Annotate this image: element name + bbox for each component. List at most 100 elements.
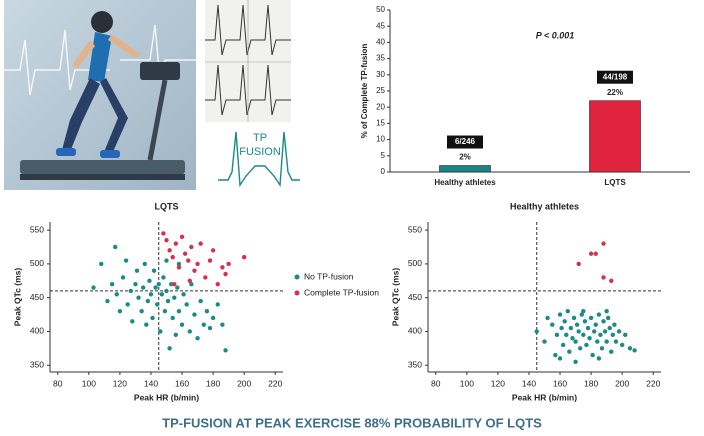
point: [578, 346, 583, 351]
point: [592, 329, 597, 334]
point: [133, 281, 138, 287]
point: [148, 292, 154, 297]
point: [226, 261, 231, 267]
value-label: 2%: [459, 153, 471, 162]
point: [588, 251, 594, 256]
point: [568, 325, 574, 331]
y-tick-label: 40: [376, 38, 385, 47]
y-tick-label: 500: [408, 258, 422, 268]
illustration-label: FUSION: [239, 146, 281, 158]
point: [605, 315, 611, 321]
point: [241, 254, 247, 260]
point: [176, 261, 182, 267]
count-label-box: [597, 70, 633, 84]
point: [120, 275, 126, 280]
x-tick-label: 160: [175, 378, 189, 388]
point: [616, 329, 622, 334]
point: [550, 322, 555, 327]
x-tick-label: 140: [144, 378, 158, 388]
point: [176, 265, 182, 270]
y-axis-label: Peak QTc (ms): [12, 268, 22, 327]
point: [559, 325, 564, 331]
point: [175, 285, 180, 290]
point: [576, 329, 581, 334]
point: [156, 281, 161, 287]
point: [167, 346, 172, 351]
x-tick-label: 200: [237, 378, 251, 388]
point: [223, 271, 228, 277]
x-tick-label: LQTS: [604, 178, 626, 187]
point: [161, 231, 166, 236]
point: [154, 302, 160, 307]
y-tick-label: 400: [30, 326, 44, 336]
point: [596, 312, 602, 317]
point: [117, 308, 123, 314]
y-axis-label: Peak QTc (ms): [390, 268, 400, 327]
point: [560, 342, 566, 348]
point: [601, 275, 606, 280]
point: [99, 261, 104, 267]
point: [147, 278, 152, 283]
count-label-box: [447, 135, 483, 149]
point: [609, 278, 614, 283]
point: [593, 322, 598, 327]
point: [557, 312, 563, 317]
annotation: P < 0.001: [536, 30, 574, 40]
point: [570, 336, 575, 341]
point: [203, 275, 208, 280]
point: [164, 288, 169, 294]
y-tick-label: 500: [30, 258, 44, 268]
point: [114, 292, 119, 297]
x-tick-label: 220: [646, 378, 660, 388]
x-tick-label: 100: [82, 378, 96, 388]
point: [187, 329, 192, 334]
point: [125, 302, 130, 307]
point: [136, 295, 141, 300]
legend-marker: [294, 290, 300, 296]
point: [170, 315, 175, 321]
point: [607, 325, 612, 331]
x-axis-label: Peak HR (b/min): [134, 392, 199, 402]
point: [123, 258, 129, 263]
point: [145, 298, 151, 304]
point: [534, 329, 539, 334]
chart-title: Healthy athletes: [510, 201, 579, 211]
point: [554, 332, 560, 338]
point: [571, 315, 577, 321]
y-tick-label: 350: [408, 359, 422, 369]
point: [220, 322, 225, 327]
x-tick-label: 200: [615, 378, 629, 388]
point: [602, 329, 608, 334]
point: [585, 325, 591, 331]
illustration-label: TP: [253, 132, 267, 144]
point: [565, 308, 570, 314]
point: [173, 332, 179, 338]
point: [181, 292, 186, 297]
point: [573, 359, 578, 365]
point: [599, 346, 605, 351]
point: [574, 322, 580, 327]
point: [151, 268, 157, 273]
bar: [589, 100, 641, 173]
count-label: 44/198: [603, 72, 628, 81]
point: [184, 302, 189, 307]
point: [207, 258, 213, 263]
x-tick-label: 120: [113, 378, 127, 388]
point: [179, 322, 185, 327]
point: [604, 339, 609, 344]
point: [579, 312, 584, 317]
point: [609, 349, 614, 354]
point: [201, 322, 206, 327]
point: [562, 319, 567, 324]
point: [215, 281, 220, 287]
point: [189, 244, 194, 250]
point: [632, 348, 637, 353]
point: [192, 312, 197, 317]
y-tick-label: 0: [381, 167, 386, 176]
y-tick-label: 50: [376, 5, 385, 14]
point: [134, 268, 140, 273]
point: [164, 258, 169, 263]
x-tick-label: 180: [584, 378, 598, 388]
y-tick-label: 550: [30, 224, 44, 234]
point: [204, 308, 210, 314]
